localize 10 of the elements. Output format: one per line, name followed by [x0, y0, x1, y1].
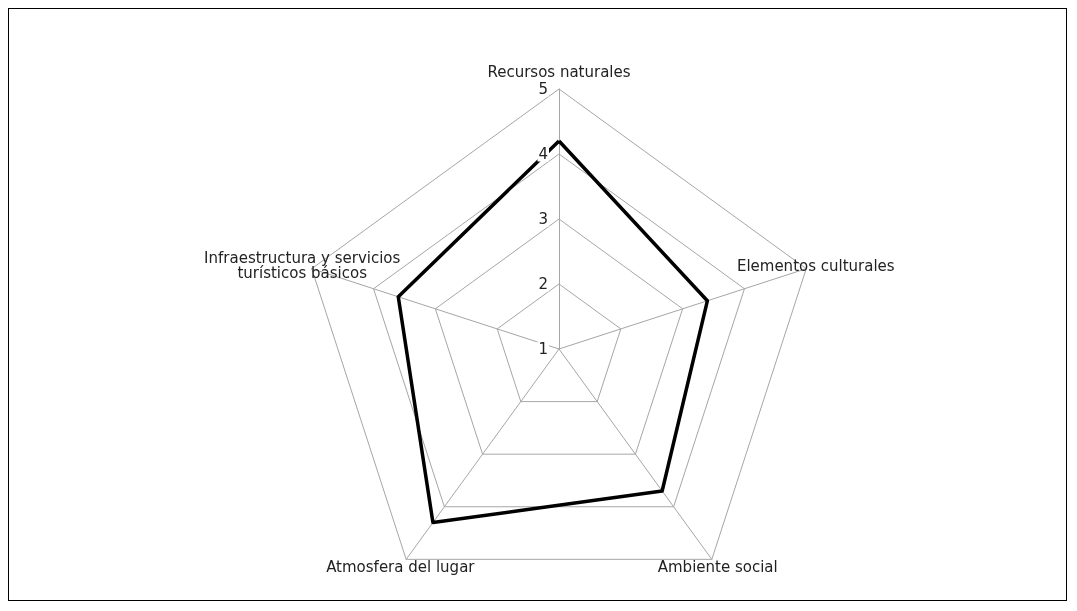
spoke-label: Ambiente social	[657, 558, 778, 577]
y-tick-label: 1	[538, 340, 548, 358]
y-tick-label: 4	[538, 145, 548, 163]
spoke-label: Recursos naturales	[487, 62, 631, 81]
spoke-label: Infraestructura y servicios turísticos básicos	[204, 249, 401, 283]
spoke-label: Atmosfera del lugar	[326, 558, 476, 577]
y-tick-label: 2	[538, 275, 548, 293]
spoke-label: Elementos culturales	[736, 256, 895, 275]
y-tick-label: 5	[538, 80, 548, 98]
y-tick-label: 3	[538, 210, 548, 228]
